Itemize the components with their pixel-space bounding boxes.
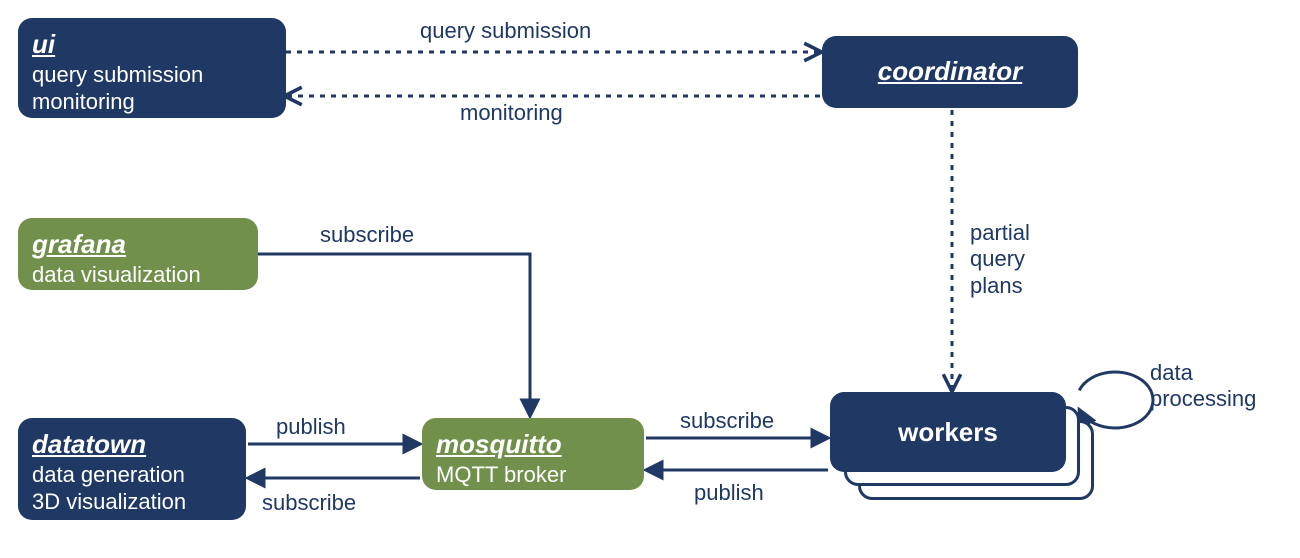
node-ui-title: ui [32,28,272,61]
label-partial-query-plans: partial query plans [970,220,1030,299]
node-ui-sub1: query submission [32,61,272,89]
node-grafana: grafana data visualization [18,218,258,290]
node-grafana-title: grafana [32,228,244,261]
node-workers-stack: workers [830,392,1094,500]
node-mosquitto-title: mosquitto [436,428,630,461]
label-monitoring: monitoring [460,100,563,126]
node-datatown-sub2: 3D visualization [32,488,232,516]
label-subscribe-grafana: subscribe [320,222,414,248]
node-coordinator: coordinator [822,36,1078,108]
label-data-processing: data processing [1150,360,1256,413]
workers-label: workers [898,417,998,448]
node-mosquitto-sub1: MQTT broker [436,461,630,489]
label-query-submission: query submission [420,18,591,44]
label-subscribe-datatown: subscribe [262,490,356,516]
node-datatown: datatown data generation 3D visualizatio… [18,418,246,520]
node-ui-sub2: monitoring [32,88,272,116]
label-publish-datatown: publish [276,414,346,440]
label-publish-workers: publish [694,480,764,506]
label-subscribe-workers: subscribe [680,408,774,434]
node-coordinator-title: coordinator [878,55,1022,88]
node-datatown-title: datatown [32,428,232,461]
workers-card-front: workers [830,392,1066,472]
node-datatown-sub1: data generation [32,461,232,489]
node-mosquitto: mosquitto MQTT broker [422,418,644,490]
node-ui: ui query submission monitoring [18,18,286,118]
edge-grafana-to-mosq [258,254,530,416]
diagram-canvas: ui query submission monitoring coordinat… [0,0,1300,558]
node-grafana-sub1: data visualization [32,261,244,289]
